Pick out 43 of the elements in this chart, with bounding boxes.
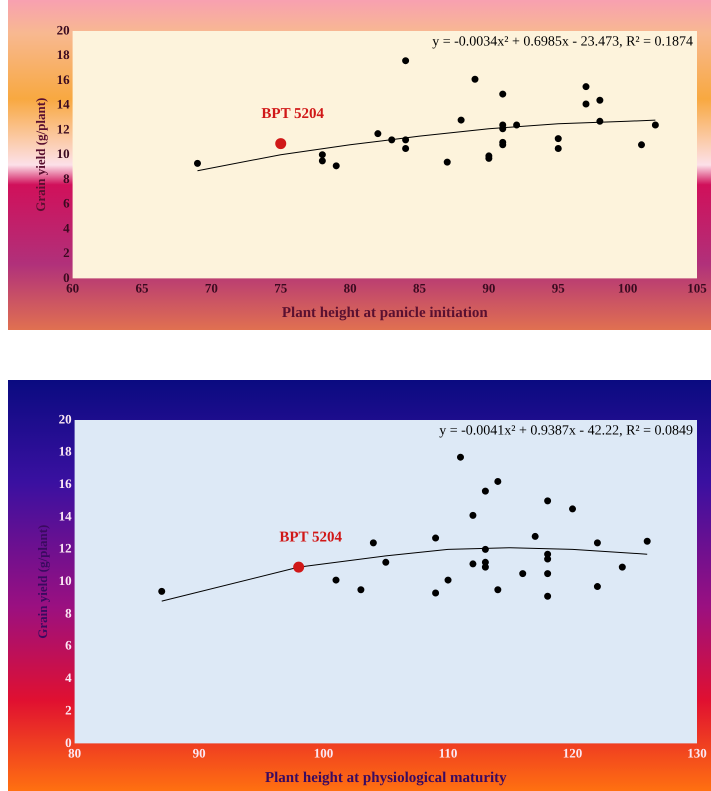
x-tick-label: 80 [344, 280, 357, 296]
y-tick-label: 2 [65, 702, 72, 718]
y-axis-title: Grain yield (g/plant) [35, 524, 50, 639]
y-tick-label: 8 [65, 605, 72, 620]
y-tick-label: 18 [56, 47, 70, 62]
y-tick-label: 10 [58, 573, 72, 588]
x-tick-label: 100 [618, 280, 638, 296]
x-tick-label: 75 [274, 280, 288, 296]
x-axis-title: Plant height at physiological maturity [264, 770, 508, 786]
y-tick-label: 0 [65, 734, 72, 750]
y-tick-label: 2 [63, 245, 70, 260]
x-tick-label: 90 [192, 746, 206, 761]
annotation: y = -0.0041x² + 0.9387x - 42.22, R² = 0.0849 [439, 424, 693, 439]
y-tick-label: 16 [56, 72, 70, 87]
x-tick-label: 105 [687, 280, 708, 296]
y-tick-label: 12 [56, 121, 70, 136]
y-tick-label: 4 [65, 670, 72, 686]
x-axis-title: Plant height at panicle initiation [282, 304, 488, 321]
y-tick-label: 14 [58, 508, 72, 524]
y-tick-label: 8 [63, 170, 70, 186]
y-tick-label: 6 [65, 638, 72, 653]
x-tick-label: 130 [687, 746, 707, 761]
y-tick-label: 16 [58, 476, 72, 492]
series-label: BPT 5204 [261, 106, 325, 122]
y-tick-label: 20 [56, 22, 70, 38]
y-axis-title: Grain yield (g/plant) [33, 98, 48, 212]
series-label: BPT 5204 [279, 530, 342, 546]
y-tick-label: 20 [58, 411, 72, 426]
x-tick-label: 110 [438, 746, 458, 761]
x-tick-label: 90 [482, 280, 496, 296]
x-tick-label: 95 [552, 280, 566, 296]
x-tick-label: 100 [314, 746, 334, 761]
y-tick-label: 6 [63, 196, 70, 211]
y-tick-label: 4 [63, 220, 70, 236]
x-tick-label: 70 [204, 280, 218, 296]
x-tick-label: 85 [412, 280, 426, 296]
annotation: y = -0.0034x² + 0.6985x - 23.473, R² = 0.1874 [432, 34, 693, 50]
y-tick-label: 12 [58, 540, 72, 556]
x-tick-label: 65 [135, 280, 149, 296]
y-tick-label: 14 [56, 96, 70, 112]
y-tick-label: 18 [58, 444, 72, 459]
y-tick-label: 10 [56, 146, 70, 162]
x-tick-label: 120 [562, 746, 582, 761]
